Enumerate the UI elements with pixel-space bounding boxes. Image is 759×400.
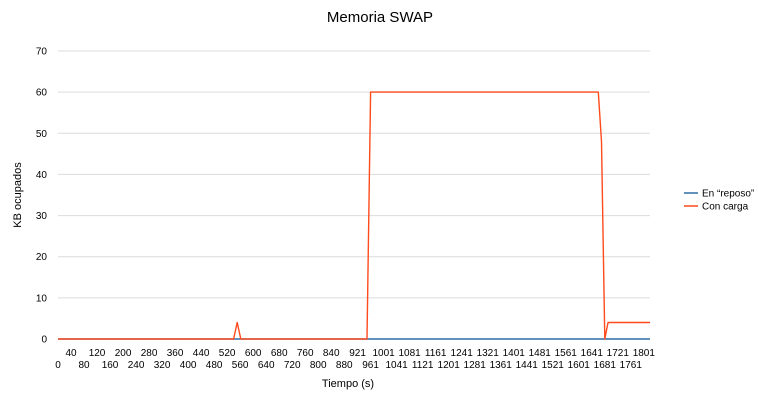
- x-tick-label: 880: [336, 360, 353, 371]
- y-tick-label: 70: [36, 47, 48, 58]
- series-group: [58, 91, 650, 340]
- x-tick-label: 40: [65, 348, 77, 359]
- x-tick-label: 1801: [633, 348, 656, 359]
- x-tick-label: 1161: [425, 348, 447, 359]
- y-axis-ticks: 0 10 20 30 40 50 60 70: [36, 47, 48, 346]
- x-tick-label: 961: [362, 360, 379, 371]
- x-tick-label: 1361: [490, 360, 513, 371]
- x-tick-label: 1521: [542, 360, 565, 371]
- x-tick-label: 480: [206, 360, 223, 371]
- x-tick-label: 1121: [412, 360, 434, 371]
- x-tick-label: 1761: [620, 360, 643, 371]
- series-line-con-carga: [58, 91, 650, 340]
- x-tick-label: 1641: [581, 348, 604, 359]
- x-tick-label: 1721: [607, 348, 630, 359]
- x-axis-ticks: 0 408012016020024028032036040044048052056…: [55, 348, 655, 371]
- x-tick-label: 921: [349, 348, 366, 359]
- x-tick-label: 160: [102, 360, 119, 371]
- x-axis-label: Tiempo (s): [322, 378, 374, 390]
- x-tick-label: 600: [245, 348, 262, 359]
- x-tick-label: 800: [310, 360, 327, 371]
- y-tick-label: 20: [36, 252, 48, 263]
- x-tick-label: 1041: [385, 360, 408, 371]
- x-tick-label: 320: [154, 360, 171, 371]
- x-tick-label: 400: [180, 360, 197, 371]
- x-tick-label: 0: [55, 360, 61, 371]
- x-tick-label: 1241: [451, 348, 474, 359]
- x-tick-label: 640: [258, 360, 275, 371]
- x-tick-label: 440: [193, 348, 210, 359]
- x-tick-label: 200: [115, 348, 132, 359]
- gridlines: [58, 50, 650, 340]
- x-tick-label: 80: [78, 360, 90, 371]
- x-tick-label: 1321: [477, 348, 500, 359]
- x-tick-label: 1441: [516, 360, 539, 371]
- x-tick-label: 840: [323, 348, 340, 359]
- x-tick-label: 760: [297, 348, 314, 359]
- legend-label: Con carga: [702, 202, 749, 213]
- x-tick-label: 1601: [568, 360, 591, 371]
- x-tick-label: 1201: [438, 360, 461, 371]
- x-tick-label: 1681: [594, 360, 617, 371]
- x-tick-label: 1001: [372, 348, 395, 359]
- x-tick-label: 520: [219, 348, 236, 359]
- y-axis-label: KB ocupados: [12, 162, 24, 228]
- y-tick-label: 10: [36, 293, 48, 304]
- x-tick-label: 1561: [555, 348, 578, 359]
- y-tick-label: 30: [36, 211, 48, 222]
- x-tick-label: 1081: [398, 348, 421, 359]
- y-tick-label: 60: [36, 88, 48, 99]
- x-tick-label: 240: [128, 360, 145, 371]
- chart-title: Memoria SWAP: [327, 9, 433, 26]
- x-tick-label: 720: [284, 360, 301, 371]
- x-tick-label: 120: [89, 348, 106, 359]
- x-tick-label: 680: [271, 348, 288, 359]
- x-tick-label: 1281: [464, 360, 487, 371]
- y-tick-label: 0: [41, 335, 47, 346]
- x-tick-label: 360: [167, 348, 184, 359]
- x-tick-label: 1401: [503, 348, 526, 359]
- legend: En “reposo” Con carga: [684, 189, 754, 213]
- y-tick-label: 50: [36, 129, 48, 140]
- x-tick-label: 1481: [529, 348, 552, 359]
- y-tick-label: 40: [36, 170, 48, 181]
- legend-label: En “reposo”: [702, 189, 754, 200]
- x-tick-label: 560: [232, 360, 249, 371]
- x-tick-label: 280: [141, 348, 158, 359]
